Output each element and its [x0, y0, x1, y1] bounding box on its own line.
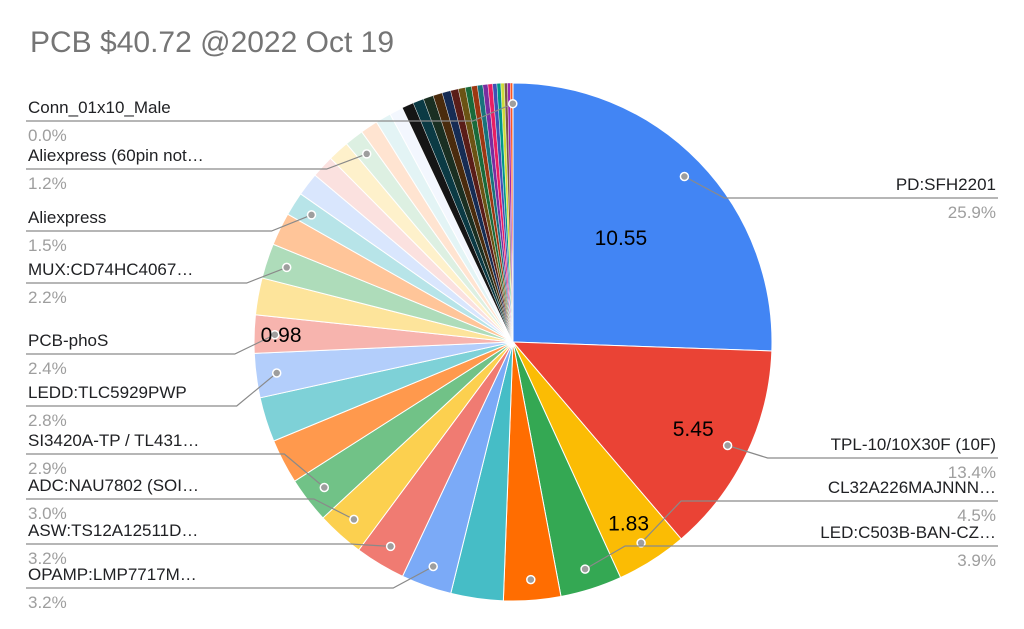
leader-line: [26, 498, 355, 520]
slice-percent-label: 3.2%: [28, 549, 67, 568]
leader-line: [26, 543, 391, 547]
leader-dot: [306, 210, 317, 220]
leader-dot: [271, 368, 282, 378]
leader-dot: [679, 171, 690, 182]
chart-title: PCB $40.72 @2022 Oct 19: [30, 26, 394, 59]
leader-line: [26, 372, 278, 407]
leader-line: [26, 153, 367, 170]
slice-name-label: SI3420A-TP / TL431…: [28, 431, 199, 450]
leader-line: [640, 500, 998, 544]
slice-name-label: LED:C503B-BAN-CZ…: [820, 523, 996, 542]
slice-percent-label: 3.6%: [28, 0, 67, 4]
slice-percent-label: 4.5%: [957, 506, 996, 525]
slice-name-label: Aliexpress (60pin not…: [28, 146, 204, 165]
leader-dot: [722, 440, 733, 451]
leader-dot: [508, 98, 518, 109]
slice-name-label: FET:IRLML6244TRP…: [28, 0, 202, 4]
leader-dot: [636, 538, 646, 548]
leader-line: [26, 334, 276, 355]
slice-name-label: ASW:TS12A12511D…: [28, 521, 198, 540]
slice-name-label: OPAMP:LMP7717M…: [28, 565, 197, 584]
slice-percent-label: 13.4%: [948, 463, 996, 482]
slice-value-label: 5.45: [673, 418, 714, 441]
slice-name-label: PD:SFH2201: [896, 175, 996, 194]
leader-line: [26, 103, 514, 122]
leader-dot: [319, 482, 330, 493]
leader-line: [584, 545, 998, 570]
leader-line: [26, 453, 325, 488]
pie-slices: [253, 82, 773, 602]
slice-percent-label: 3.0%: [28, 504, 67, 523]
leader-dot: [361, 149, 372, 159]
leader-line: [727, 444, 998, 459]
slice-percent-label: 2.4%: [28, 359, 67, 378]
slice-percent-label: 2.8%: [28, 411, 67, 430]
slice-percent-label: 2.9%: [28, 459, 67, 478]
slice-percent-label: 1.2%: [28, 174, 67, 193]
leader-dot: [349, 514, 359, 525]
slice-percent-label: 2.2%: [28, 288, 67, 307]
slice-name-label: PCB-phoS: [28, 331, 108, 350]
slice-percent-label: 3.9%: [957, 551, 996, 570]
pie-slice: [511, 341, 773, 540]
leader-line: [26, 565, 434, 589]
slice-value-label: 1.83: [608, 512, 649, 535]
leader-dot: [580, 564, 590, 574]
slice-percent-label: 0.0%: [28, 126, 67, 145]
leader-dot: [281, 262, 292, 273]
slice-percent-label: 1.5%: [28, 236, 67, 255]
leader-dot: [385, 541, 396, 552]
leader-dot: [428, 561, 438, 572]
slice-name-label: CL32A226MAJNNN…: [828, 478, 996, 497]
slice-name-label: Aliexpress: [28, 208, 106, 227]
leader-line: [26, 266, 287, 284]
slice-name-label: ADC:NAU7802 (SOI…: [28, 476, 199, 495]
slice-percent-label: 3.2%: [28, 593, 67, 612]
slice-percent-label: 25.9%: [948, 203, 996, 222]
slice-name-label: MUX:CD74HC4067…: [28, 260, 193, 279]
slice-value-label: 0.98: [261, 324, 302, 347]
leader-line: [684, 175, 998, 199]
leader-dot: [270, 329, 280, 340]
slice-name-label: TPL-10/10X30F (10F): [831, 435, 996, 454]
leader-line: [26, 214, 312, 232]
pie-slice: [512, 82, 773, 352]
leader-lines: [26, 98, 998, 589]
slice-name-label: LEDD:TLC5929PWP: [28, 383, 187, 402]
slice-name-label: Conn_01x10_Male: [28, 98, 171, 117]
leader-dot: [526, 574, 536, 585]
value-labels: 10.55 5.45 1.83 0.98: [261, 227, 714, 535]
slice-value-label: 10.55: [595, 227, 648, 250]
